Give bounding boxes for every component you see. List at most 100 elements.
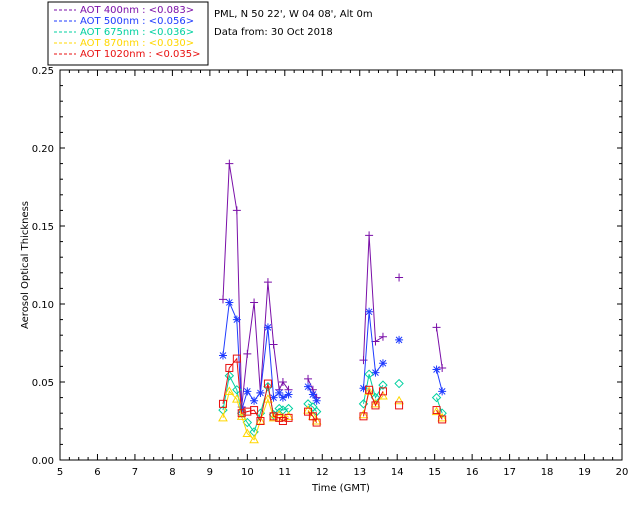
- x-tick-label: 15: [428, 467, 441, 478]
- point-triangle: [364, 386, 374, 395]
- legend-label: AOT 870nm : <0.030>: [80, 38, 194, 49]
- point-plus: [232, 206, 241, 215]
- x-tick-label: 6: [94, 467, 100, 478]
- series-group: [218, 159, 448, 444]
- y-axis: 0.00 0.05 0.10 0.15 0.20 0.25: [32, 66, 622, 467]
- point-asterisk: [365, 307, 374, 316]
- point-square: [256, 417, 265, 425]
- point-triangle: [370, 398, 381, 408]
- date-info: Data from: 30 Oct 2018: [214, 27, 333, 38]
- legend-label: AOT 500nm : <0.056>: [80, 16, 194, 27]
- point-triangle: [249, 434, 259, 444]
- point-square: [378, 387, 387, 396]
- legend: AOT 400nm : <0.083>AOT 500nm : <0.056> AO…: [47, 1, 209, 66]
- site-info: PML, N 50 22', W 04 08', Alt 0m: [214, 9, 373, 20]
- point-diamond: [263, 381, 273, 392]
- point-plus: [359, 356, 368, 365]
- point-triangle: [394, 395, 404, 405]
- x-tick-label: 11: [278, 467, 291, 478]
- point-triangle: [378, 391, 388, 400]
- x-tick-label: 8: [169, 467, 175, 478]
- point-triangle: [218, 412, 228, 422]
- point-plus: [243, 349, 252, 358]
- x-tick-label: 10: [241, 467, 254, 478]
- point-square: [304, 407, 313, 416]
- point-square: [371, 401, 380, 410]
- point-triangle: [437, 412, 448, 422]
- point-square: [365, 385, 374, 394]
- series-line: [436, 369, 443, 392]
- point-asterisk: [312, 396, 321, 405]
- point-asterisk: [275, 388, 284, 397]
- x-tick-label: 18: [541, 467, 554, 478]
- y-tick-label: 0.05: [32, 378, 54, 389]
- point-plus: [395, 273, 404, 282]
- x-axis-label: Time (GMT): [311, 483, 370, 494]
- point-plus: [225, 159, 234, 168]
- point-triangle: [242, 428, 253, 437]
- x-tick-label: 9: [207, 467, 213, 478]
- y-tick-label: 0.10: [32, 300, 54, 311]
- point-triangle: [431, 406, 442, 416]
- point-diamond: [394, 378, 404, 389]
- point-triangle: [311, 415, 322, 425]
- point-square: [232, 354, 241, 363]
- point-plus: [378, 332, 387, 341]
- point-square: [395, 401, 404, 410]
- point-asterisk: [218, 351, 227, 360]
- legend-label: AOT 1020nm : <0.035>: [80, 49, 200, 60]
- point-asterisk: [438, 387, 447, 396]
- point-asterisk: [432, 365, 441, 374]
- point-diamond: [268, 410, 279, 420]
- series-line: [363, 235, 384, 361]
- point-diamond: [431, 392, 442, 403]
- point-square: [218, 399, 227, 408]
- series-1: [218, 298, 447, 415]
- point-asterisk: [250, 396, 259, 405]
- series-0: [218, 159, 447, 411]
- legend-label: AOT 400nm : <0.083>: [80, 5, 194, 16]
- series-line: [307, 403, 317, 412]
- point-diamond: [378, 380, 388, 390]
- y-tick-label: 0.25: [32, 66, 54, 77]
- point-triangle: [231, 394, 242, 403]
- series-line: [436, 327, 443, 369]
- y-tick-label: 0.20: [32, 144, 54, 155]
- point-asterisk: [232, 315, 241, 324]
- point-square: [263, 379, 272, 388]
- point-triangle: [303, 405, 313, 414]
- point-asterisk: [395, 335, 404, 344]
- series-4: [218, 354, 447, 427]
- point-triangle: [236, 411, 247, 420]
- y-tick-label: 0.15: [32, 222, 54, 233]
- point-plus: [304, 374, 313, 383]
- point-plus: [365, 231, 374, 240]
- series-line: [363, 388, 384, 417]
- point-square: [432, 406, 441, 415]
- x-tick-label: 17: [503, 467, 516, 478]
- x-tick-label: 5: [57, 467, 63, 478]
- point-plus: [218, 295, 227, 304]
- x-tick-label: 13: [353, 467, 366, 478]
- point-asterisk: [243, 387, 252, 396]
- point-triangle: [263, 394, 273, 403]
- point-plus: [438, 363, 447, 372]
- point-plus: [269, 340, 278, 349]
- point-square: [312, 418, 321, 427]
- y-axis-label: Aerosol Optical Thickness: [20, 201, 31, 329]
- series-line: [222, 163, 289, 408]
- point-asterisk: [269, 393, 278, 402]
- point-triangle: [358, 409, 369, 419]
- point-diamond: [364, 369, 374, 379]
- point-asterisk: [263, 323, 272, 332]
- point-asterisk: [308, 390, 317, 399]
- legend-box: [47, 1, 209, 66]
- point-square: [250, 406, 259, 415]
- series-2: [218, 369, 447, 437]
- x-tick-label: 16: [466, 467, 479, 478]
- x-axis: 5 6 7 8 9 10 11 12 13 14 15 16 17 18 19 20: [57, 70, 628, 478]
- point-square: [284, 413, 293, 422]
- point-asterisk: [256, 388, 265, 397]
- x-tick-label: 12: [316, 467, 329, 478]
- point-asterisk: [378, 359, 387, 368]
